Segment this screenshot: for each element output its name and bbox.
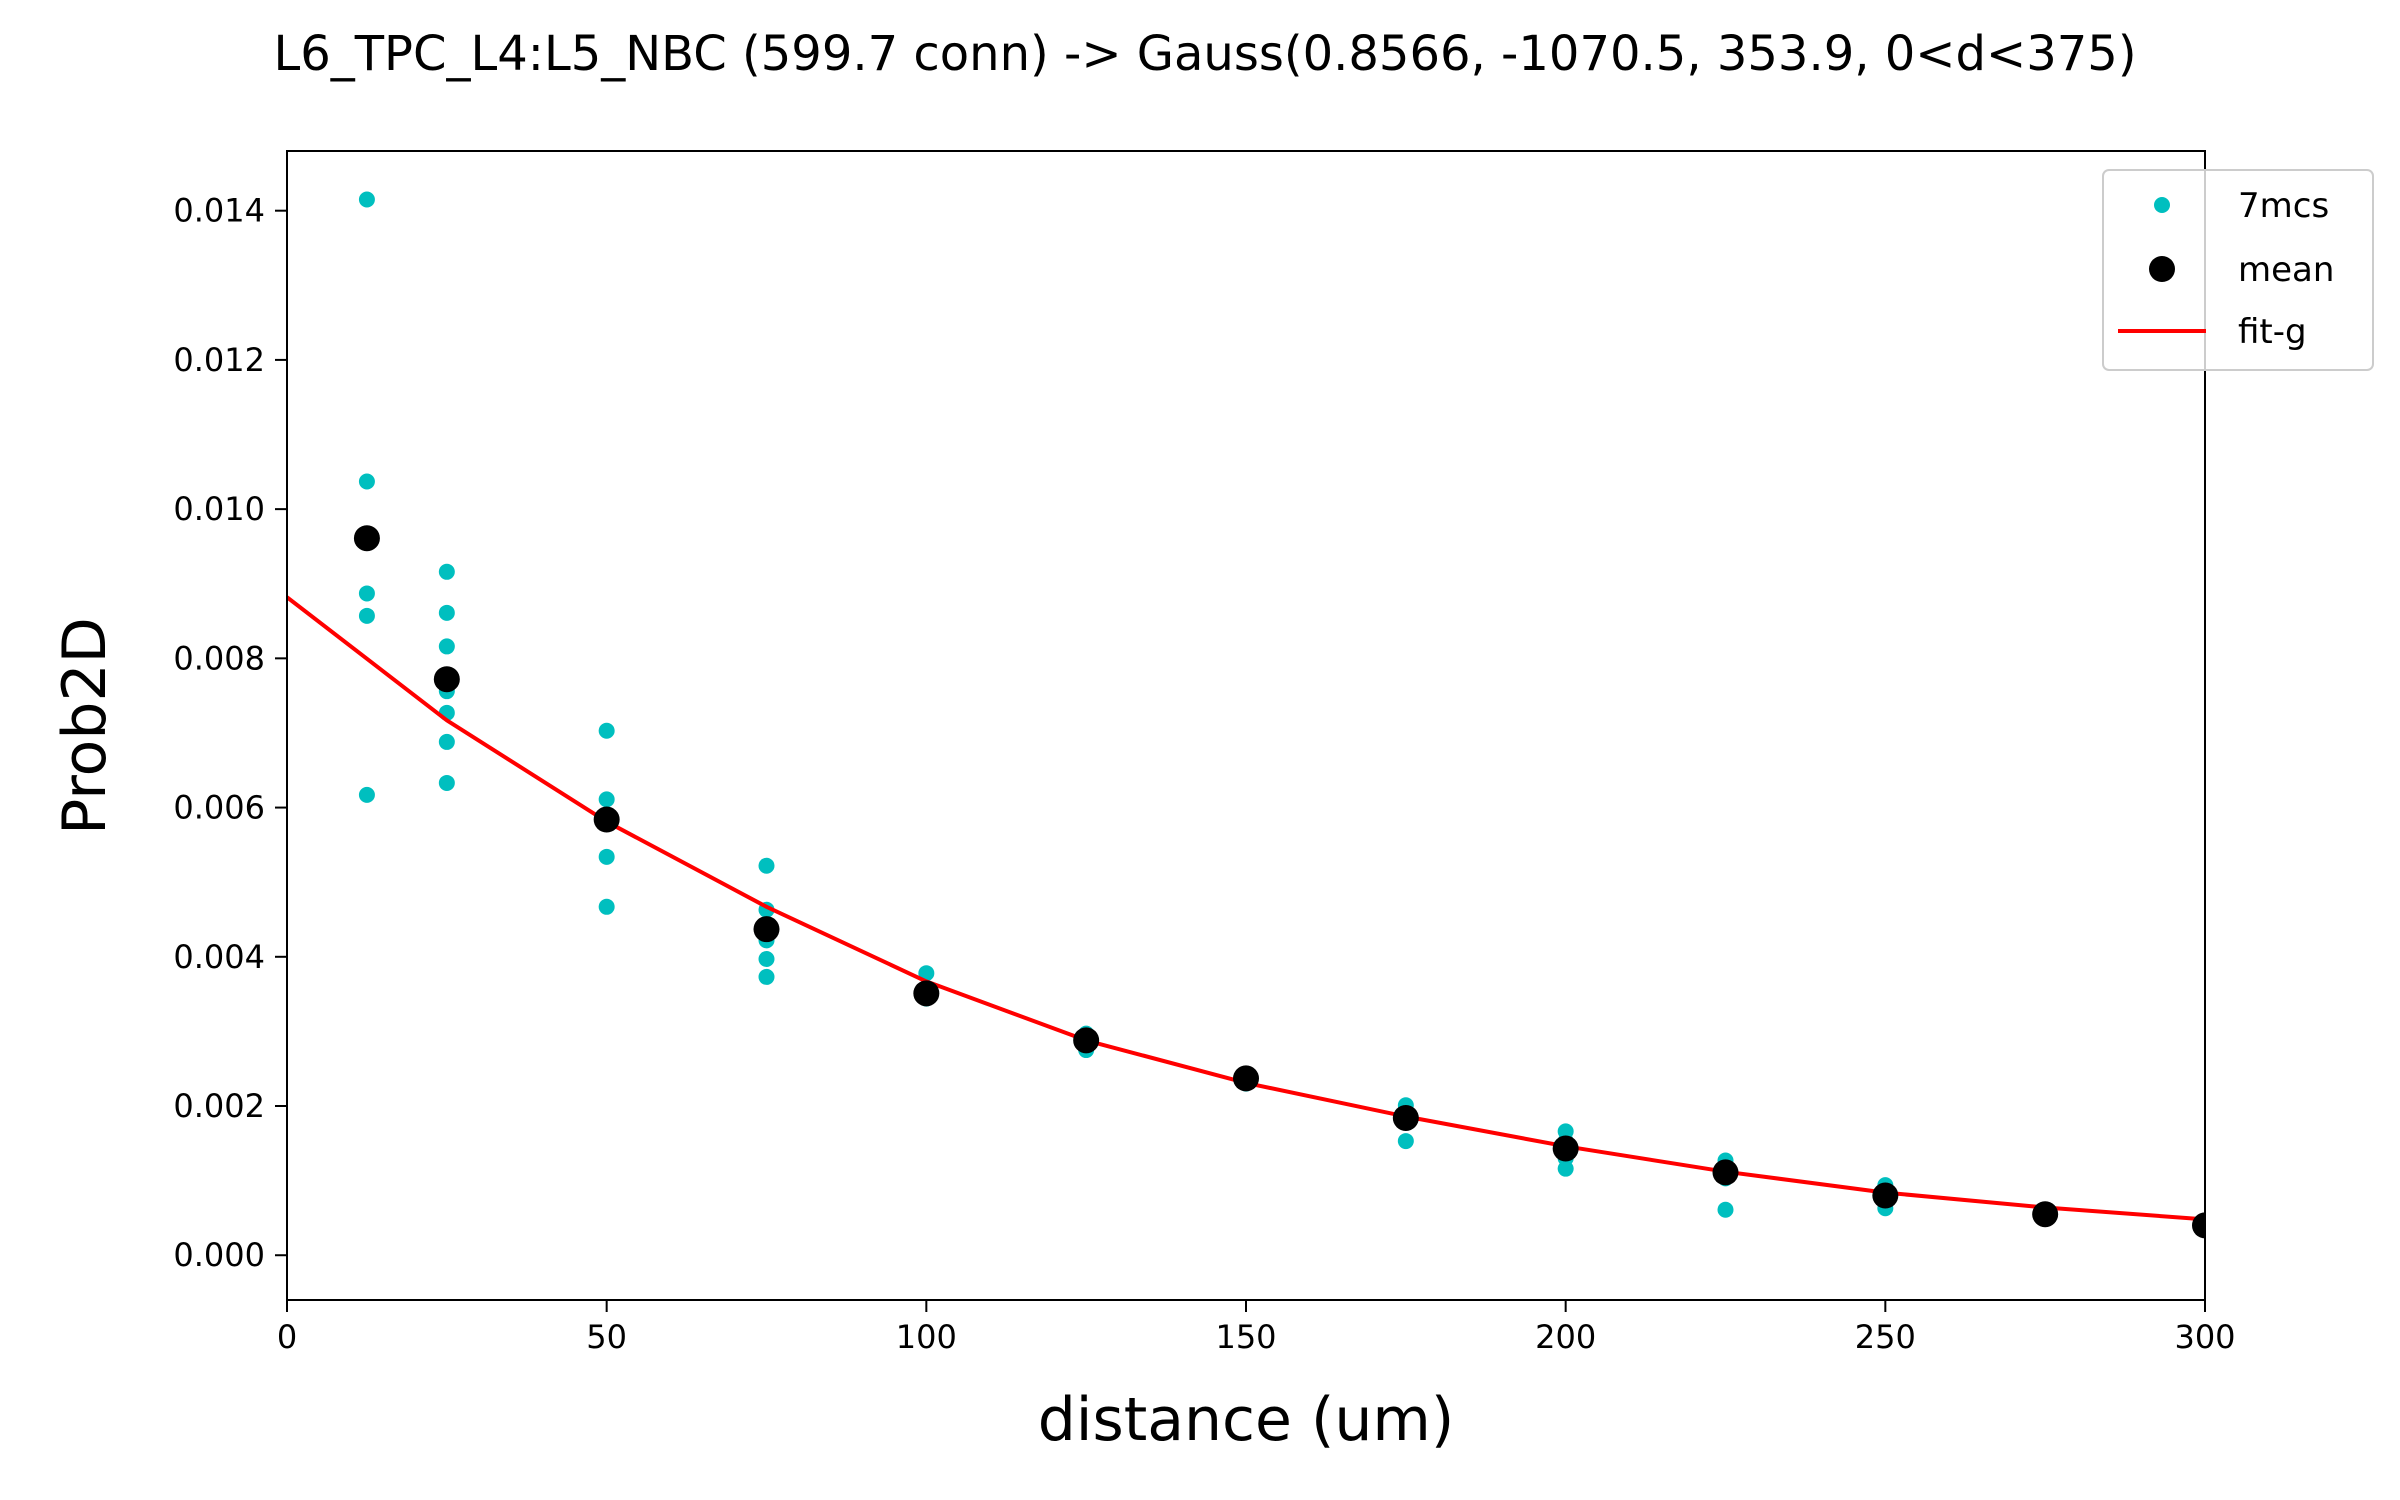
point-mean bbox=[1392, 1104, 1419, 1131]
y-tick-label: 0.008 bbox=[173, 639, 265, 677]
point-7mcs bbox=[1557, 1160, 1574, 1177]
y-tick-label: 0.000 bbox=[173, 1236, 265, 1274]
point-mean bbox=[433, 666, 460, 693]
point-mean bbox=[1233, 1065, 1259, 1092]
legend-label-mean: mean bbox=[2238, 250, 2334, 290]
y-tick-label: 0.014 bbox=[173, 192, 265, 230]
point-7mcs bbox=[438, 604, 455, 621]
y-tick-label: 0.012 bbox=[173, 341, 265, 379]
legend-label-7mcs: 7mcs bbox=[2238, 186, 2329, 226]
point-7mcs bbox=[358, 473, 375, 490]
point-7mcs bbox=[438, 563, 455, 580]
plot-frame bbox=[286, 150, 2206, 1301]
point-mean bbox=[2032, 1201, 2059, 1228]
x-tick-label: 250 bbox=[1855, 1318, 1916, 1356]
point-mean bbox=[1552, 1135, 1579, 1162]
point-7mcs bbox=[358, 786, 375, 803]
x-axis-label: distance (um) bbox=[1038, 1385, 1455, 1455]
point-7mcs bbox=[758, 968, 775, 985]
point-mean bbox=[1872, 1182, 1899, 1209]
y-tick-label: 0.010 bbox=[173, 490, 265, 528]
legend-marker-7mcs bbox=[2154, 197, 2170, 213]
x-tick-label: 100 bbox=[896, 1318, 957, 1356]
point-7mcs bbox=[358, 585, 375, 602]
point-7mcs bbox=[438, 638, 455, 655]
point-mean bbox=[353, 525, 380, 552]
point-7mcs bbox=[918, 965, 935, 982]
point-7mcs bbox=[358, 607, 375, 624]
point-7mcs bbox=[438, 774, 455, 791]
legend-frame bbox=[2102, 169, 2374, 371]
point-mean bbox=[913, 980, 940, 1007]
point-7mcs bbox=[598, 722, 615, 739]
point-7mcs bbox=[598, 898, 615, 915]
y-tick-label: 0.004 bbox=[173, 938, 265, 976]
point-7mcs bbox=[358, 191, 375, 208]
legend: 7mcs mean fit-g bbox=[2102, 169, 2374, 371]
point-7mcs bbox=[438, 733, 455, 750]
point-mean bbox=[593, 806, 620, 833]
legend-label-fit-g: fit-g bbox=[2238, 312, 2307, 352]
y-tick-label: 0.006 bbox=[173, 789, 265, 827]
x-tick-label: 300 bbox=[2174, 1318, 2235, 1356]
x-tick-label: 0 bbox=[277, 1318, 297, 1356]
point-7mcs bbox=[598, 791, 615, 808]
y-axis-label: Prob2D bbox=[50, 617, 120, 835]
y-tick-label: 0.002 bbox=[173, 1087, 265, 1125]
axis-ticks: 0 50 100 150 200 250 300 0.000 0.002 0.004 0.006 0.… bbox=[173, 192, 2235, 1356]
series-group bbox=[287, 191, 2205, 1239]
point-mean bbox=[1073, 1027, 1100, 1054]
point-7mcs bbox=[758, 951, 775, 968]
point-7mcs bbox=[1717, 1201, 1734, 1218]
point-mean bbox=[2192, 1212, 2205, 1239]
point-mean bbox=[753, 916, 780, 943]
plot-background bbox=[287, 151, 2205, 1300]
x-tick-label: 150 bbox=[1215, 1318, 1276, 1356]
x-tick-label: 50 bbox=[586, 1318, 627, 1356]
point-mean bbox=[1712, 1159, 1739, 1186]
plot-area bbox=[287, 191, 2205, 1239]
point-7mcs bbox=[758, 857, 775, 874]
x-tick-label: 200 bbox=[1535, 1318, 1596, 1356]
point-7mcs bbox=[1397, 1133, 1414, 1150]
chart-title: L6_TPC_L4:L5_NBC (599.7 conn) -> Gauss(0… bbox=[273, 26, 2136, 82]
point-7mcs bbox=[598, 848, 615, 865]
legend-marker-mean bbox=[2149, 256, 2175, 282]
